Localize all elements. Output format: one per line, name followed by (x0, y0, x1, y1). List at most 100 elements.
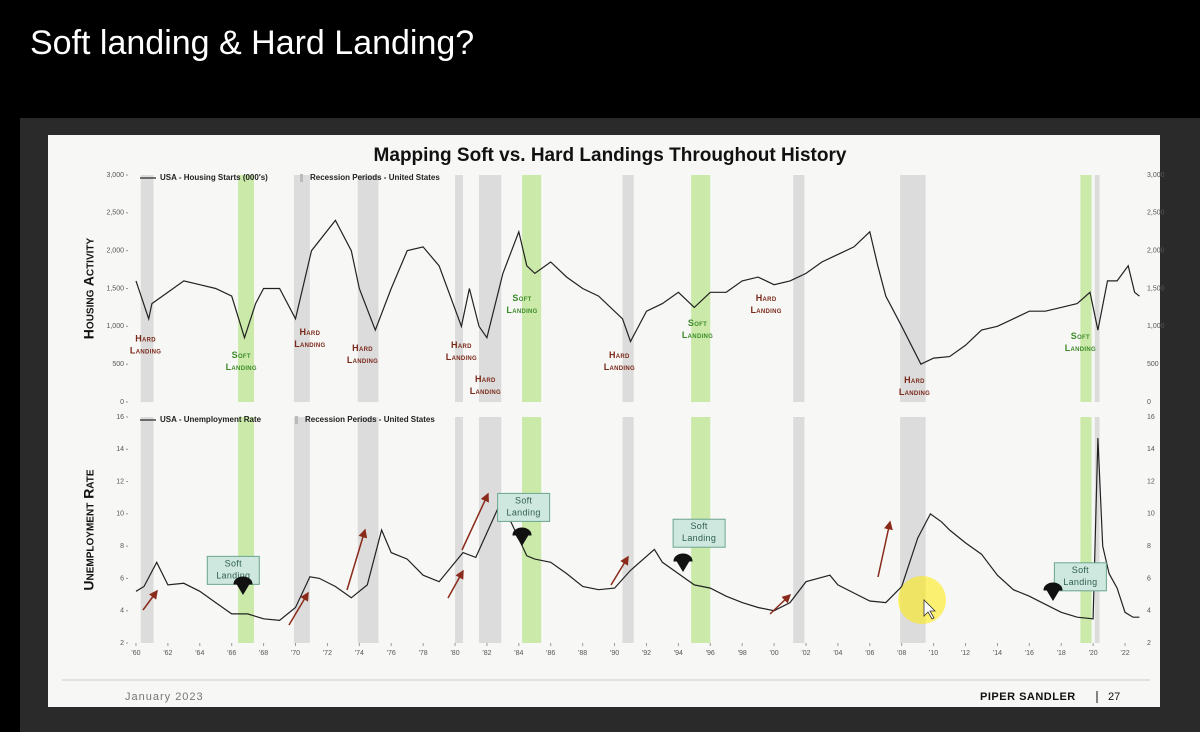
footer-brand: PIPER SANDLER (980, 691, 1076, 703)
y2-tick-label: 10 (1147, 511, 1155, 518)
x-tick-label: '14 (993, 650, 1002, 657)
legend-label: USA - Unemployment Rate (160, 415, 262, 424)
slide-panel (48, 135, 1160, 707)
y2-tick-label: 3,000 (1147, 172, 1165, 179)
x-tick-label: '10 (929, 650, 938, 657)
y2-tick-label: 16 (1147, 414, 1155, 421)
annotation: Hard Landing (604, 350, 635, 372)
recession-band (140, 175, 154, 402)
recession-band (293, 417, 310, 643)
x-tick-label: '68 (259, 650, 268, 657)
x-tick-label: '04 (833, 650, 842, 657)
legend-swatch (300, 174, 303, 182)
parachutes (233, 527, 1063, 601)
x-tick-label: '72 (323, 650, 332, 657)
y-tick-label: 1,500 (106, 285, 124, 292)
y-tick-label: 2 (120, 640, 124, 647)
x-tick-label: '66 (227, 650, 236, 657)
annotation-box (497, 492, 551, 522)
y-tick-label: 8 (120, 543, 124, 550)
recession-band (622, 175, 634, 402)
cursor-highlight (898, 576, 946, 624)
soft-landing-band (1080, 417, 1092, 643)
y2-tick-label: 12 (1147, 478, 1155, 485)
y2-tick-label: 2,500 (1147, 210, 1165, 217)
footer-date: January 2023 (125, 691, 204, 703)
soft-landing-band (1080, 175, 1092, 402)
y2-tick-label: 2,000 (1147, 248, 1165, 255)
y2-tick-label: 6 (1147, 575, 1151, 582)
y-tick-label: 10 (116, 511, 124, 518)
recession-band (455, 175, 464, 402)
x-tick-label: '82 (482, 650, 491, 657)
annotation: Hard Landing (294, 328, 325, 350)
chart-title: Mapping Soft vs. Hard Landings Throughou… (374, 145, 847, 166)
recession-band (293, 175, 310, 402)
x-tick-label: '92 (642, 650, 651, 657)
soft-landing-band (522, 417, 542, 643)
cursor (923, 599, 936, 620)
y-axis-label: Unemployment Rate (81, 469, 97, 590)
slide-title: Soft landing & Hard Landing? (30, 24, 474, 62)
x-tick-label: '12 (961, 650, 970, 657)
legend-label: Recession Periods - United States (305, 415, 435, 424)
x-tick-label: '70 (291, 650, 300, 657)
y-axis-label: Housing Activity (81, 237, 97, 339)
x-tick-label: '84 (514, 650, 523, 657)
x-tick-label: '86 (546, 650, 555, 657)
y2-tick-label: 1,000 (1147, 323, 1165, 330)
recession-band (478, 417, 502, 643)
x-tick-label: '08 (897, 650, 906, 657)
recession-band (622, 417, 634, 643)
x-tick-label: '74 (355, 650, 364, 657)
y-tick-label: 2,000 (106, 248, 124, 255)
y-tick-label: 2,500 (106, 210, 124, 217)
y-tick-label: 4 (120, 608, 124, 615)
y-tick-label: 0 (120, 399, 124, 406)
x-tick-label: '98 (738, 650, 747, 657)
recession-band (478, 175, 502, 402)
soft-landing-band (238, 417, 255, 643)
y-tick-label: 3,000 (106, 172, 124, 179)
y2-tick-label: 500 (1147, 361, 1159, 368)
soft-landing-band (522, 175, 542, 402)
annotation-box (672, 518, 726, 548)
annotation: Soft Landing (682, 522, 716, 544)
recession-band (1094, 417, 1100, 643)
trend-arrows (142, 492, 893, 626)
y-tick-label: 1,000 (106, 323, 124, 330)
legend-label: USA - Housing Starts (000's) (160, 173, 268, 182)
x-tick-label: '94 (674, 650, 683, 657)
x-tick-label: '00 (770, 650, 779, 657)
legend-label: Recession Periods - United States (310, 173, 440, 182)
recession-band (900, 175, 926, 402)
x-tick-label: '88 (578, 650, 587, 657)
x-tick-label: '76 (387, 650, 396, 657)
series-line (135, 219, 1140, 365)
y2-tick-label: 1,500 (1147, 285, 1165, 292)
recession-band (357, 417, 379, 643)
x-tick-label: '18 (1057, 650, 1066, 657)
x-tick-label: '60 (131, 650, 140, 657)
recession-band (793, 175, 805, 402)
x-tick-label: '80 (450, 650, 459, 657)
annotation: Soft Landing (1063, 565, 1097, 587)
x-tick-label: '64 (195, 650, 204, 657)
annotation: Soft Landing (226, 350, 257, 372)
soft-landing-band (691, 175, 711, 402)
y2-tick-label: 2 (1147, 640, 1151, 647)
y2-tick-label: 8 (1147, 543, 1151, 550)
x-tick-label: '78 (419, 650, 428, 657)
y-tick-label: 500 (112, 361, 124, 368)
annotation: Soft Landing (1065, 331, 1096, 353)
annotation: Hard Landing (750, 294, 781, 316)
annotation: Hard Landing (130, 334, 161, 356)
annotation-box (1053, 562, 1107, 592)
y2-tick-label: 14 (1147, 446, 1155, 453)
y-tick-label: 6 (120, 575, 124, 582)
y-tick-label: 14 (116, 446, 124, 453)
soft-landing-band (238, 175, 255, 402)
charts: 0 0 500 500 1,000 1,000 1,500 1,500 2,000 2,000 2,… (81, 145, 1165, 657)
